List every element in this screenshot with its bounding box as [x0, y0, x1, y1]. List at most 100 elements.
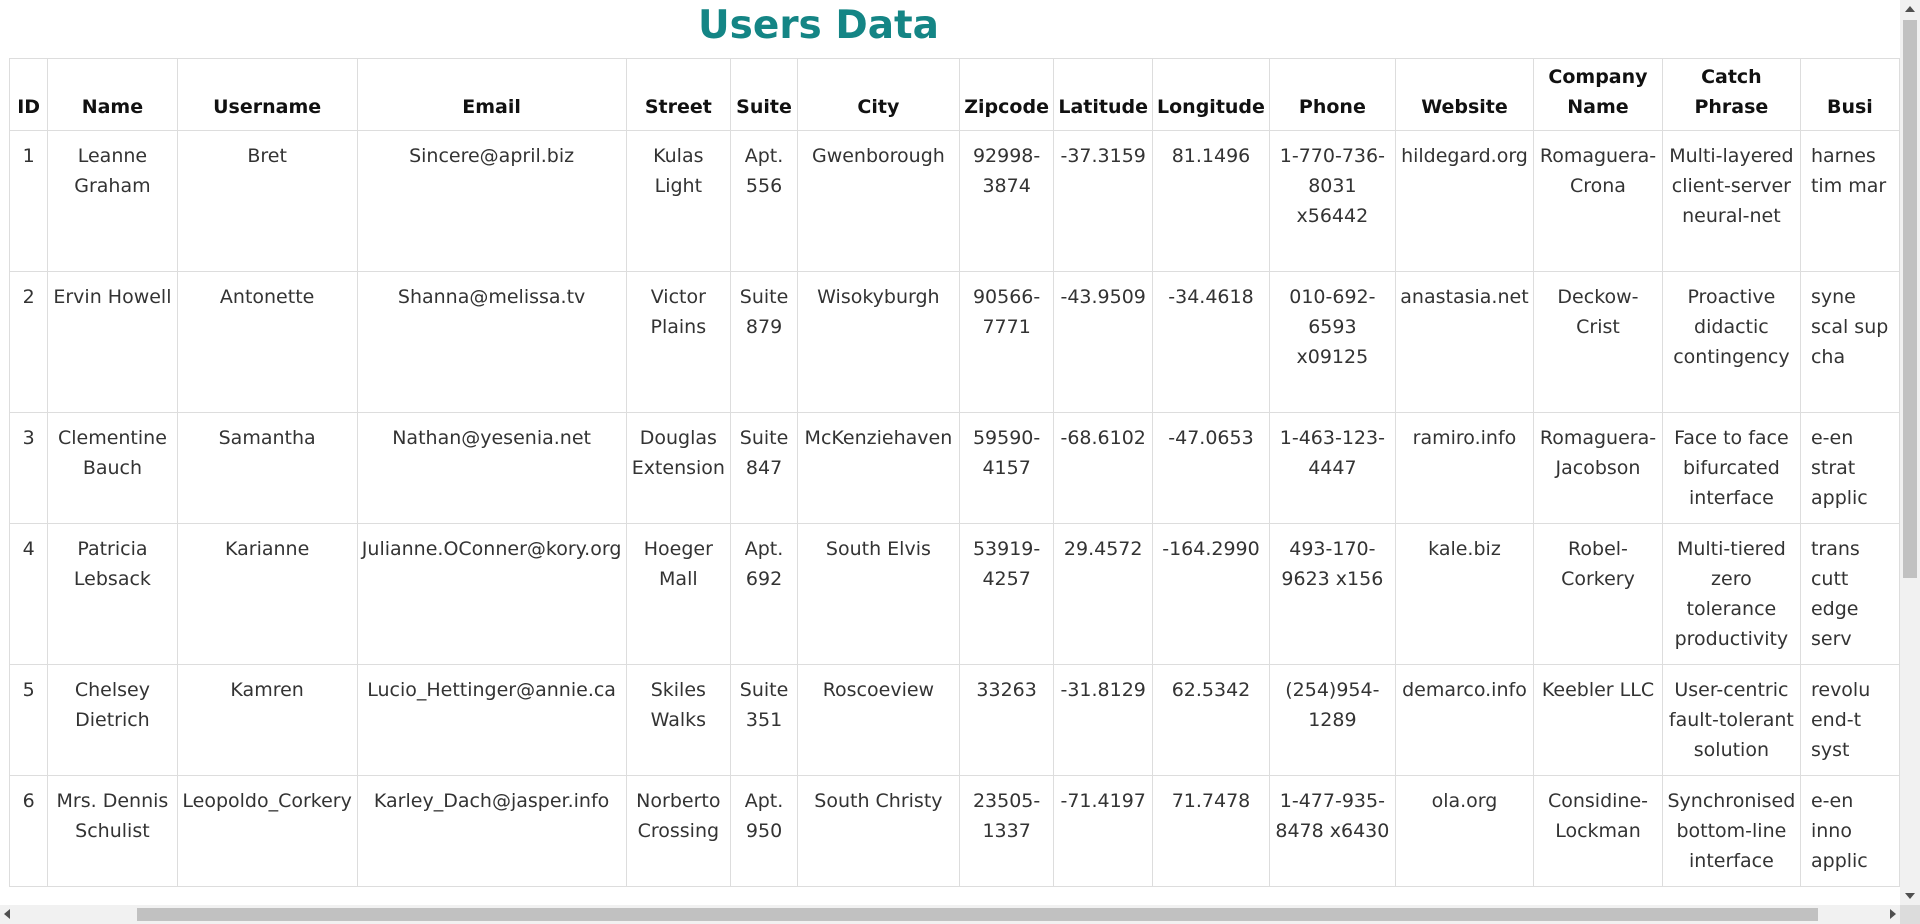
cell-company-name: Deckow-Crist — [1533, 271, 1663, 413]
column-header-street[interactable]: Street — [625, 58, 732, 131]
column-header-catch-phrase[interactable]: Catch Phrase — [1661, 58, 1801, 131]
column-header-website[interactable]: Website — [1394, 58, 1535, 131]
cell-latitude: 29.4572 — [1053, 523, 1153, 665]
cell-email: Shanna@melissa.tv — [356, 271, 627, 413]
cell-phone: 1-463-123-4447 — [1268, 412, 1396, 524]
vertical-scroll-thumb[interactable] — [1903, 20, 1917, 578]
cell-street: Skiles Walks — [625, 664, 732, 776]
cell-name: Patricia Lebsack — [47, 523, 178, 665]
vertical-scrollbar[interactable] — [1900, 0, 1920, 905]
column-header-city[interactable]: City — [796, 58, 960, 131]
cell-business: e-en inno applic — [1799, 775, 1900, 887]
scroll-right-arrow-icon[interactable] — [1890, 909, 1896, 919]
column-header-username[interactable]: Username — [176, 58, 358, 131]
cell-business: revolu end-t syst — [1799, 664, 1900, 776]
table-row: 4 Patricia Lebsack Karianne Julianne.OConne… — [8, 523, 1900, 665]
cell-city: South Christy — [796, 775, 960, 887]
column-header-company-name[interactable]: Company Name — [1533, 58, 1663, 131]
cell-catch-phrase: Multi-tiered zero tolerance productivity — [1661, 523, 1801, 665]
cell-email: Nathan@yesenia.net — [356, 412, 627, 524]
cell-website: ramiro.info — [1394, 412, 1535, 524]
cell-website: kale.biz — [1394, 523, 1535, 665]
cell-latitude: -31.8129 — [1053, 664, 1153, 776]
cell-email: Karley_Dach@jasper.info — [356, 775, 627, 887]
cell-username: Samantha — [176, 412, 358, 524]
cell-id: 2 — [8, 271, 49, 413]
cell-zipcode: 23505-1337 — [958, 775, 1055, 887]
cell-latitude: -71.4197 — [1053, 775, 1153, 887]
cell-phone: 493-170-9623 x156 — [1268, 523, 1396, 665]
cell-website: hildegard.org — [1394, 130, 1535, 272]
cell-username: Antonette — [176, 271, 358, 413]
cell-website: anastasia.net — [1394, 271, 1535, 413]
table-header-row: ID Name Username Email Street Suite City… — [8, 58, 1900, 131]
table-body: 1 Leanne Graham Bret Sincere@april.biz Kulas… — [8, 130, 1900, 887]
column-header-id[interactable]: ID — [8, 58, 49, 131]
column-header-name[interactable]: Name — [47, 58, 178, 131]
cell-city: McKenziehaven — [796, 412, 960, 524]
column-header-latitude[interactable]: Latitude — [1053, 58, 1153, 131]
cell-id: 6 — [8, 775, 49, 887]
cell-company-name: Romaguera-Crona — [1533, 130, 1663, 272]
scroll-left-arrow-icon[interactable] — [4, 909, 10, 919]
cell-business: harnes tim mar — [1799, 130, 1900, 272]
cell-catch-phrase: Face to face bifurcated interface — [1661, 412, 1801, 524]
cell-id: 1 — [8, 130, 49, 272]
cell-name: Leanne Graham — [47, 130, 178, 272]
cell-phone: 1-477-935-8478 x6430 — [1268, 775, 1396, 887]
cell-name: Mrs. Dennis Schulist — [47, 775, 178, 887]
cell-phone: (254)954-1289 — [1268, 664, 1396, 776]
cell-latitude: -43.9509 — [1053, 271, 1153, 413]
cell-username: Karianne — [176, 523, 358, 665]
cell-id: 5 — [8, 664, 49, 776]
horizontal-scroll-thumb[interactable] — [137, 908, 1818, 921]
cell-name: Chelsey Dietrich — [47, 664, 178, 776]
cell-website: ola.org — [1394, 775, 1535, 887]
table-row: 2 Ervin Howell Antonette Shanna@melissa.tv V… — [8, 271, 1900, 413]
cell-website: demarco.info — [1394, 664, 1535, 776]
cell-company-name: Considine-Lockman — [1533, 775, 1663, 887]
column-header-business[interactable]: Busi — [1799, 58, 1900, 131]
cell-catch-phrase: User-centric fault-tolerant solution — [1661, 664, 1801, 776]
users-table: ID Name Username Email Street Suite City… — [8, 58, 1900, 887]
scroll-up-arrow-icon[interactable] — [1905, 6, 1915, 12]
column-header-zipcode[interactable]: Zipcode — [958, 58, 1055, 131]
cell-zipcode: 59590-4157 — [958, 412, 1055, 524]
cell-company-name: Keebler LLC — [1533, 664, 1663, 776]
cell-city: Roscoeview — [796, 664, 960, 776]
cell-id: 4 — [8, 523, 49, 665]
cell-suite: Suite 879 — [730, 271, 798, 413]
scroll-down-arrow-icon[interactable] — [1905, 893, 1915, 899]
cell-longitude: -34.4618 — [1152, 271, 1270, 413]
cell-street: Douglas Extension — [625, 412, 732, 524]
column-header-longitude[interactable]: Longitude — [1152, 58, 1270, 131]
column-header-email[interactable]: Email — [356, 58, 627, 131]
cell-business: trans cutt edge serv — [1799, 523, 1900, 665]
cell-username: Leopoldo_Corkery — [176, 775, 358, 887]
cell-suite: Apt. 556 — [730, 130, 798, 272]
cell-phone: 010-692-6593 x09125 — [1268, 271, 1396, 413]
column-header-phone[interactable]: Phone — [1268, 58, 1396, 131]
horizontal-scrollbar[interactable] — [0, 905, 1900, 924]
cell-business: syne scal sup cha — [1799, 271, 1900, 413]
cell-catch-phrase: Multi-layered client-server neural-net — [1661, 130, 1801, 272]
cell-latitude: -68.6102 — [1053, 412, 1153, 524]
table-row: 5 Chelsey Dietrich Kamren Lucio_Hettinger@a… — [8, 664, 1900, 776]
column-header-suite[interactable]: Suite — [730, 58, 798, 131]
cell-email: Sincere@april.biz — [356, 130, 627, 272]
cell-city: Gwenborough — [796, 130, 960, 272]
cell-company-name: Robel-Corkery — [1533, 523, 1663, 665]
cell-zipcode: 33263 — [958, 664, 1055, 776]
cell-longitude: -47.0653 — [1152, 412, 1270, 524]
cell-longitude: 71.7478 — [1152, 775, 1270, 887]
cell-suite: Apt. 950 — [730, 775, 798, 887]
cell-longitude: 81.1496 — [1152, 130, 1270, 272]
cell-id: 3 — [8, 412, 49, 524]
cell-longitude: 62.5342 — [1152, 664, 1270, 776]
cell-username: Kamren — [176, 664, 358, 776]
cell-zipcode: 92998-3874 — [958, 130, 1055, 272]
cell-business: e-en strat applic — [1799, 412, 1900, 524]
table-row: 3 Clementine Bauch Samantha Nathan@yesenia.… — [8, 412, 1900, 524]
cell-city: South Elvis — [796, 523, 960, 665]
cell-suite: Apt. 692 — [730, 523, 798, 665]
